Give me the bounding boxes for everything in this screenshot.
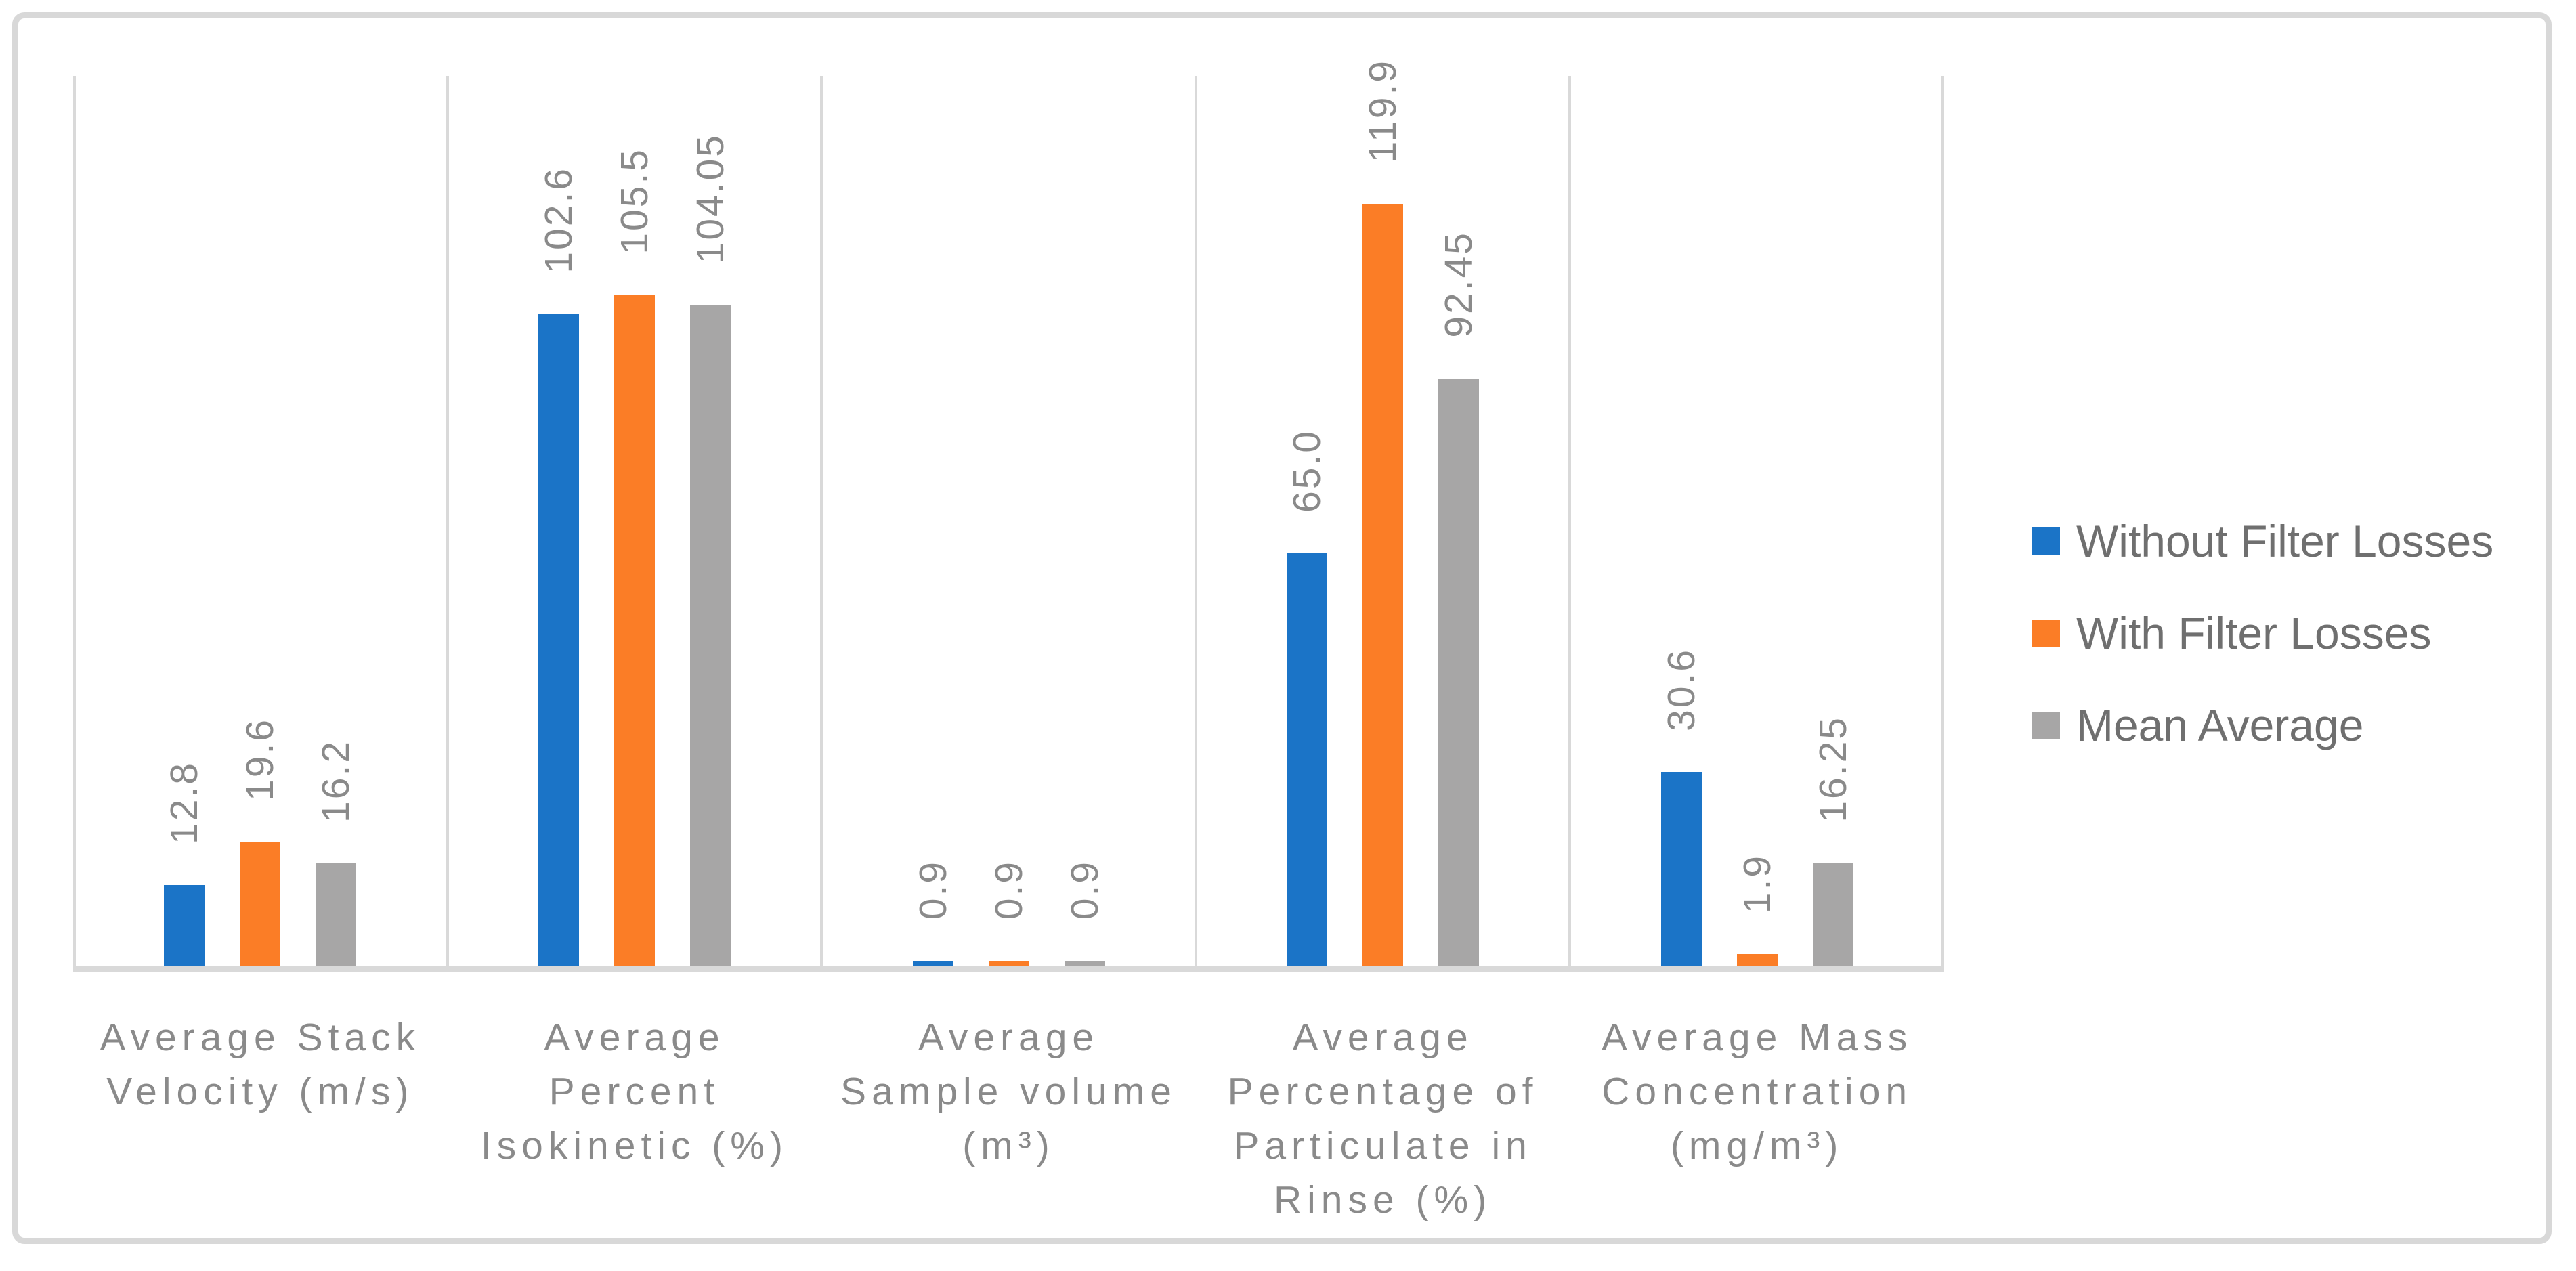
legend-item: Mean Average — [2032, 695, 2493, 755]
bar — [1736, 954, 1778, 966]
bar-value-label: 104.05 — [688, 133, 732, 264]
category-axis-labels: Average Stack Velocity (m/s) Average Percen… — [73, 1010, 1944, 1227]
legend-label: Mean Average — [2076, 700, 2364, 750]
panel-separator-line — [1941, 76, 1944, 966]
legend-item: Without Filter Losses — [2032, 511, 2493, 571]
bar — [988, 960, 1029, 966]
category-label-line: Average — [918, 1016, 1100, 1059]
bar — [912, 960, 953, 966]
category-label-line: Percent — [549, 1070, 721, 1113]
legend-label: Without Filter Losses — [2076, 516, 2494, 566]
bar-value-label: 16.2 — [314, 739, 358, 823]
bar-value-label: 0.9 — [1062, 860, 1107, 920]
bar-value-label: 0.9 — [911, 860, 955, 920]
category-label-line: Average — [544, 1016, 725, 1059]
legend-item: With Filter Losses — [2032, 603, 2493, 663]
x-axis-line — [73, 966, 1944, 972]
bar — [538, 314, 579, 966]
plot-area: 12.8 102.6 0.9 65.0 30.6 19.6 105.5 0.9 119.9 1.9… — [73, 59, 1944, 966]
bar — [164, 884, 205, 966]
bar-value-label: 19.6 — [238, 717, 282, 801]
bar-value-label: 30.6 — [1659, 647, 1703, 731]
panel-separator-line — [820, 76, 823, 966]
bar-value-label: 12.8 — [163, 760, 207, 844]
bar — [689, 304, 731, 966]
panel-separator-line — [1568, 76, 1572, 966]
category-label-line: Particulate in — [1233, 1124, 1532, 1167]
category-label-line: (mg/m³) — [1670, 1124, 1844, 1167]
category-label: Average Mass Concentration (mg/m³) — [1570, 1010, 1944, 1227]
legend-color-marker — [2032, 712, 2060, 739]
legend-label: With Filter Losses — [2076, 608, 2432, 658]
category-label-line: Average Stack — [100, 1016, 421, 1059]
bar-value-label: 102.6 — [536, 166, 580, 274]
legend-color-marker — [2032, 527, 2060, 555]
bar-value-label: 92.45 — [1437, 231, 1481, 338]
category-label-line: Average Mass — [1602, 1016, 1913, 1059]
category-label: Average Sample volume (m³) — [821, 1010, 1196, 1227]
bar — [1362, 203, 1404, 966]
bar — [1812, 863, 1853, 966]
bar-value-label: 1.9 — [1735, 853, 1779, 914]
bar — [1438, 378, 1480, 966]
panel-separator-line — [73, 76, 76, 966]
panel-separator-line — [1194, 76, 1197, 966]
bar — [1660, 771, 1702, 966]
legend: Without Filter Losses With Filter Losses M… — [2032, 511, 2493, 755]
category-label-line: Concentration — [1602, 1070, 1913, 1113]
category-label-line: Isokinetic (%) — [480, 1124, 788, 1167]
bar-value-label: 105.5 — [612, 148, 656, 255]
category-label-line: Sample volume — [840, 1070, 1177, 1113]
category-label-line: Rinse (%) — [1273, 1178, 1493, 1222]
category-label-line: Percentage of — [1227, 1070, 1539, 1113]
category-label-line: Average — [1292, 1016, 1474, 1059]
category-label: Average Stack Velocity (m/s) — [73, 1010, 448, 1227]
bar — [240, 841, 281, 966]
bar-value-label: 65.0 — [1285, 429, 1329, 513]
bar — [1064, 960, 1105, 966]
bar — [316, 863, 357, 966]
bar — [614, 295, 655, 966]
bar-value-label: 0.9 — [987, 860, 1031, 920]
bar — [1287, 553, 1328, 966]
legend-color-marker — [2032, 620, 2060, 647]
category-label: Average Percentage of Particulate in Rinse … — [1196, 1010, 1570, 1227]
panel-separator-line — [446, 76, 449, 966]
category-label-line: Velocity (m/s) — [106, 1070, 414, 1113]
category-label-line: (m³) — [962, 1124, 1055, 1167]
chart-border-frame — [12, 12, 2552, 1244]
bar-value-label: 119.9 — [1361, 59, 1405, 163]
category-label: Average Percent Isokinetic (%) — [448, 1010, 822, 1227]
bar-value-label: 16.25 — [1811, 715, 1855, 823]
